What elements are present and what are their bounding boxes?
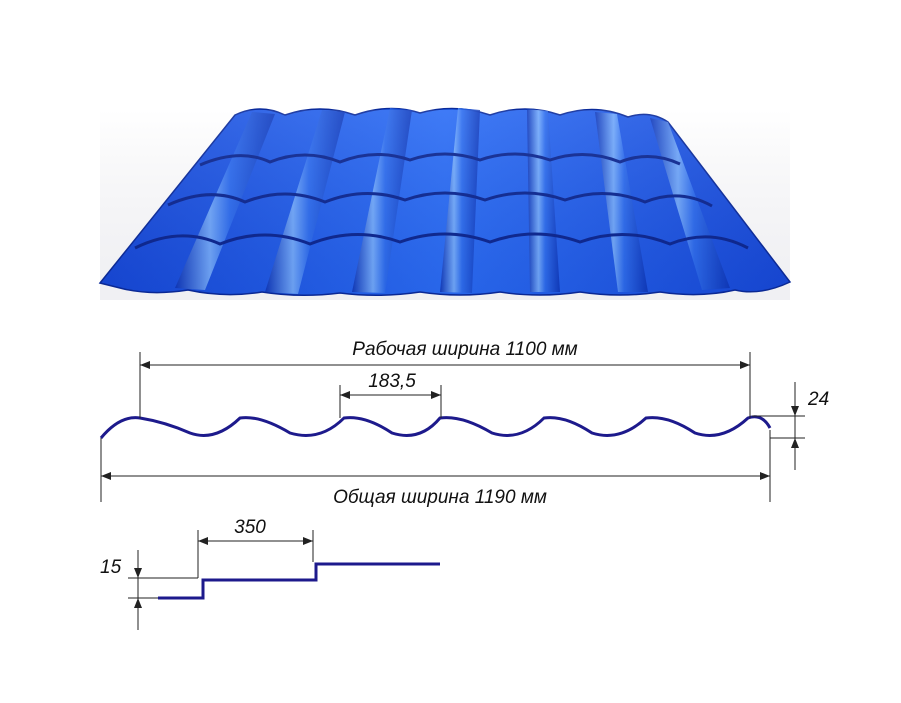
step-profile-drawing: 350 15 [100, 517, 440, 630]
metal-tile-sheet-image [98, 107, 792, 300]
wave-height-label: 24 [807, 389, 829, 410]
wave-profile-line [99, 415, 772, 439]
step-profile-line [158, 562, 440, 600]
working-width-label: Рабочая ширина 1100 мм [352, 339, 577, 360]
wave-pitch-label: 183,5 [368, 371, 416, 392]
total-width-label: Общая ширина 1190 мм [333, 487, 547, 508]
step-height-label: 15 [100, 557, 122, 578]
step-length-label: 350 [234, 517, 266, 538]
wave-profile-drawing: Рабочая ширина 1100 мм 183,5 24 Общая ши… [99, 339, 829, 508]
